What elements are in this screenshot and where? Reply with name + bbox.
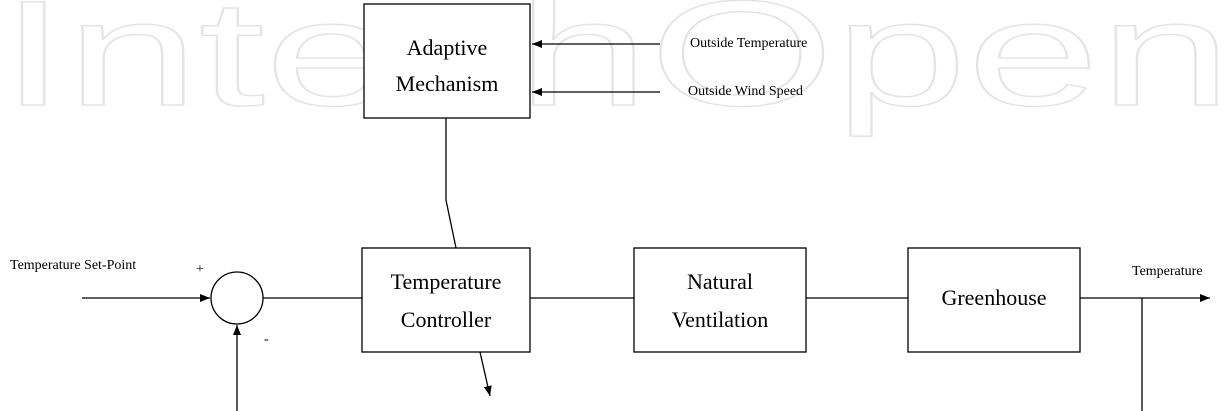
signal-label: Outside Wind Speed (688, 84, 803, 99)
node-label: Adaptive (407, 35, 488, 60)
node-label: Controller (401, 307, 492, 332)
node-label: Temperature (391, 269, 502, 294)
node-label: Mechanism (396, 71, 499, 96)
signal-label: Temperature (1132, 264, 1203, 279)
node-label: Ventilation (672, 307, 769, 332)
watermark: IntechOpen (0, 0, 1232, 137)
node-label: Natural (687, 269, 753, 294)
arrow (479, 351, 492, 397)
node-box (633, 247, 807, 353)
node-box (363, 3, 531, 119)
sign: + (196, 262, 204, 277)
node-box (361, 247, 531, 353)
node-label: Greenhouse (941, 285, 1046, 310)
connector (445, 118, 457, 249)
sign: - (264, 332, 269, 347)
summing-junction (210, 271, 264, 325)
node-box (907, 247, 1081, 353)
signal-label: Outside Temperature (690, 36, 807, 51)
signal-label: Temperature Set-Point (10, 258, 136, 273)
